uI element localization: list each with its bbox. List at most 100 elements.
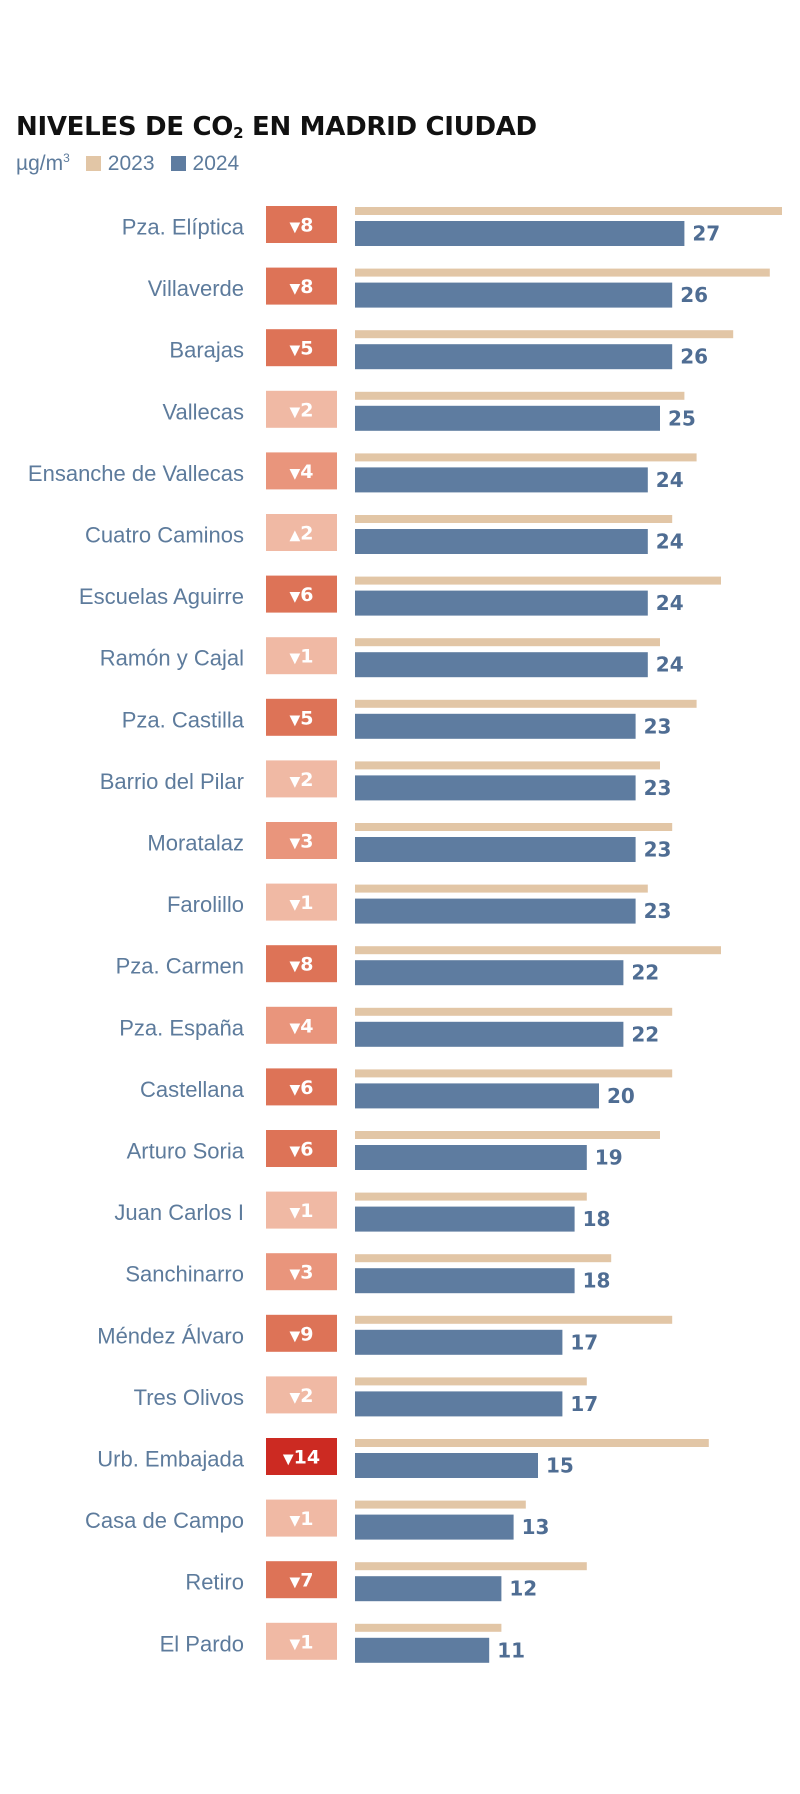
change-direction-icon: ▼ xyxy=(289,404,300,420)
category-label: Farolillo xyxy=(167,892,244,917)
change-badge-label: ▼4 xyxy=(289,461,313,483)
change-badge-label: ▼7 xyxy=(289,1570,313,1592)
change-value: 8 xyxy=(300,276,313,298)
chart-row: 24 Cuatro Caminos ▲2 xyxy=(85,514,684,554)
bar-2024 xyxy=(355,837,636,862)
bar-2023 xyxy=(355,1069,673,1078)
category-label: Pza. Elíptica xyxy=(122,215,245,240)
change-badge xyxy=(266,1561,337,1599)
change-value: 5 xyxy=(300,707,313,729)
chart-row: 26 Barajas ▼5 xyxy=(169,329,734,370)
chart-row: 20 Castellana ▼6 xyxy=(140,1068,673,1109)
bar-2023 xyxy=(355,823,673,831)
change-badge-label: ▼2 xyxy=(289,399,313,421)
change-badge xyxy=(266,1438,337,1475)
category-label: Villaverde xyxy=(148,276,244,301)
change-badge xyxy=(266,1253,337,1291)
chart-row: 27 Pza. Elíptica ▼8 xyxy=(122,206,782,246)
change-badge xyxy=(266,575,337,613)
bar-2024 xyxy=(355,1576,502,1602)
change-direction-icon: ▼ xyxy=(289,1082,300,1098)
category-label: Cuatro Caminos xyxy=(85,523,244,548)
change-value: 1 xyxy=(300,646,313,668)
value-label: 20 xyxy=(607,1084,635,1108)
value-label: 25 xyxy=(668,406,696,430)
change-badge-label: ▼6 xyxy=(289,1077,313,1099)
change-direction-icon: ▼ xyxy=(289,651,300,667)
change-badge-label: ▼3 xyxy=(289,1262,313,1284)
chart-legend: µg/m3 2023 2024 xyxy=(16,151,239,176)
category-label: Pza. España xyxy=(119,1015,245,1040)
change-direction-icon: ▼ xyxy=(289,1575,300,1591)
value-label: 23 xyxy=(644,714,672,738)
change-badge xyxy=(266,514,337,551)
bar-2024 xyxy=(355,1514,514,1540)
category-label: Barajas xyxy=(169,338,244,363)
value-label: 23 xyxy=(644,899,672,923)
change-direction-icon: ▼ xyxy=(283,1452,294,1468)
change-badge-label: ▼1 xyxy=(289,1631,313,1653)
bar-2023 xyxy=(355,884,648,893)
change-badge-label: ▼1 xyxy=(289,1200,313,1222)
change-value: 6 xyxy=(300,1139,313,1161)
bar-2024 xyxy=(355,221,685,246)
chart-row: 15 Urb. Embajada ▼14 xyxy=(97,1438,709,1478)
change-badge xyxy=(266,1499,337,1537)
bar-2024 xyxy=(355,1268,575,1294)
legend-swatch-2024 xyxy=(170,156,186,171)
bar-2023 xyxy=(355,638,660,647)
change-direction-icon: ▼ xyxy=(289,589,300,605)
change-direction-icon: ▼ xyxy=(289,1513,300,1529)
change-value: 6 xyxy=(300,1077,313,1099)
change-badge xyxy=(266,452,337,490)
bar-2024 xyxy=(355,652,648,678)
bar-2023 xyxy=(355,515,673,523)
chart-row: 18 Sanchinarro ▼3 xyxy=(125,1253,612,1294)
bar-2024 xyxy=(355,1391,563,1417)
change-value: 14 xyxy=(294,1447,320,1469)
chart-row: 23 Barrio del Pilar ▼2 xyxy=(100,760,672,801)
change-value: 2 xyxy=(300,399,313,421)
change-badge-label: ▲2 xyxy=(289,523,313,545)
bar-2024 xyxy=(355,1329,563,1355)
change-badge-label: ▼6 xyxy=(289,1139,313,1161)
change-direction-icon: ▼ xyxy=(289,1267,300,1283)
change-badge-label: ▼5 xyxy=(289,338,313,360)
value-label: 22 xyxy=(631,1022,659,1046)
bar-2024 xyxy=(355,467,648,493)
change-badge-label: ▼8 xyxy=(289,215,313,237)
change-value: 2 xyxy=(300,1385,313,1407)
chart-row: 19 Arturo Soria ▼6 xyxy=(127,1130,660,1170)
change-badge xyxy=(266,206,337,243)
change-badge xyxy=(266,1068,337,1106)
value-label: 19 xyxy=(595,1146,623,1170)
change-badge xyxy=(266,1314,337,1352)
change-badge xyxy=(266,1191,337,1229)
change-direction-icon: ▼ xyxy=(289,712,300,728)
bar-2024 xyxy=(355,1206,575,1232)
value-label: 24 xyxy=(656,468,684,492)
chart-row: 12 Retiro ▼7 xyxy=(185,1561,587,1602)
legend-unit: µg/m3 xyxy=(16,151,70,176)
change-badge xyxy=(266,1376,337,1414)
chart-row: 24 Ramón y Cajal ▼1 xyxy=(100,637,684,678)
value-label: 11 xyxy=(497,1638,525,1662)
change-badge-label: ▼2 xyxy=(289,1385,313,1407)
category-label: Juan Carlos I xyxy=(114,1200,244,1225)
value-label: 23 xyxy=(644,776,672,800)
value-label: 24 xyxy=(656,653,684,677)
category-label: Escuelas Aguirre xyxy=(79,584,244,609)
change-badge-label: ▼14 xyxy=(283,1447,320,1469)
bar-2023 xyxy=(355,1315,673,1324)
bar-2023 xyxy=(355,1623,502,1632)
category-label: Sanchinarro xyxy=(125,1262,244,1287)
chart-row: 24 Ensanche de Vallecas ▼4 xyxy=(28,452,697,493)
bar-2024 xyxy=(355,1083,599,1109)
bar-2023 xyxy=(355,1131,660,1139)
bar-2024 xyxy=(355,1637,490,1663)
legend-unit-base: µg/m xyxy=(16,152,64,175)
legend-label-2023: 2023 xyxy=(107,151,155,175)
bar-2024 xyxy=(355,282,673,308)
chart-row: 23 Moratalaz ▼3 xyxy=(147,822,673,862)
